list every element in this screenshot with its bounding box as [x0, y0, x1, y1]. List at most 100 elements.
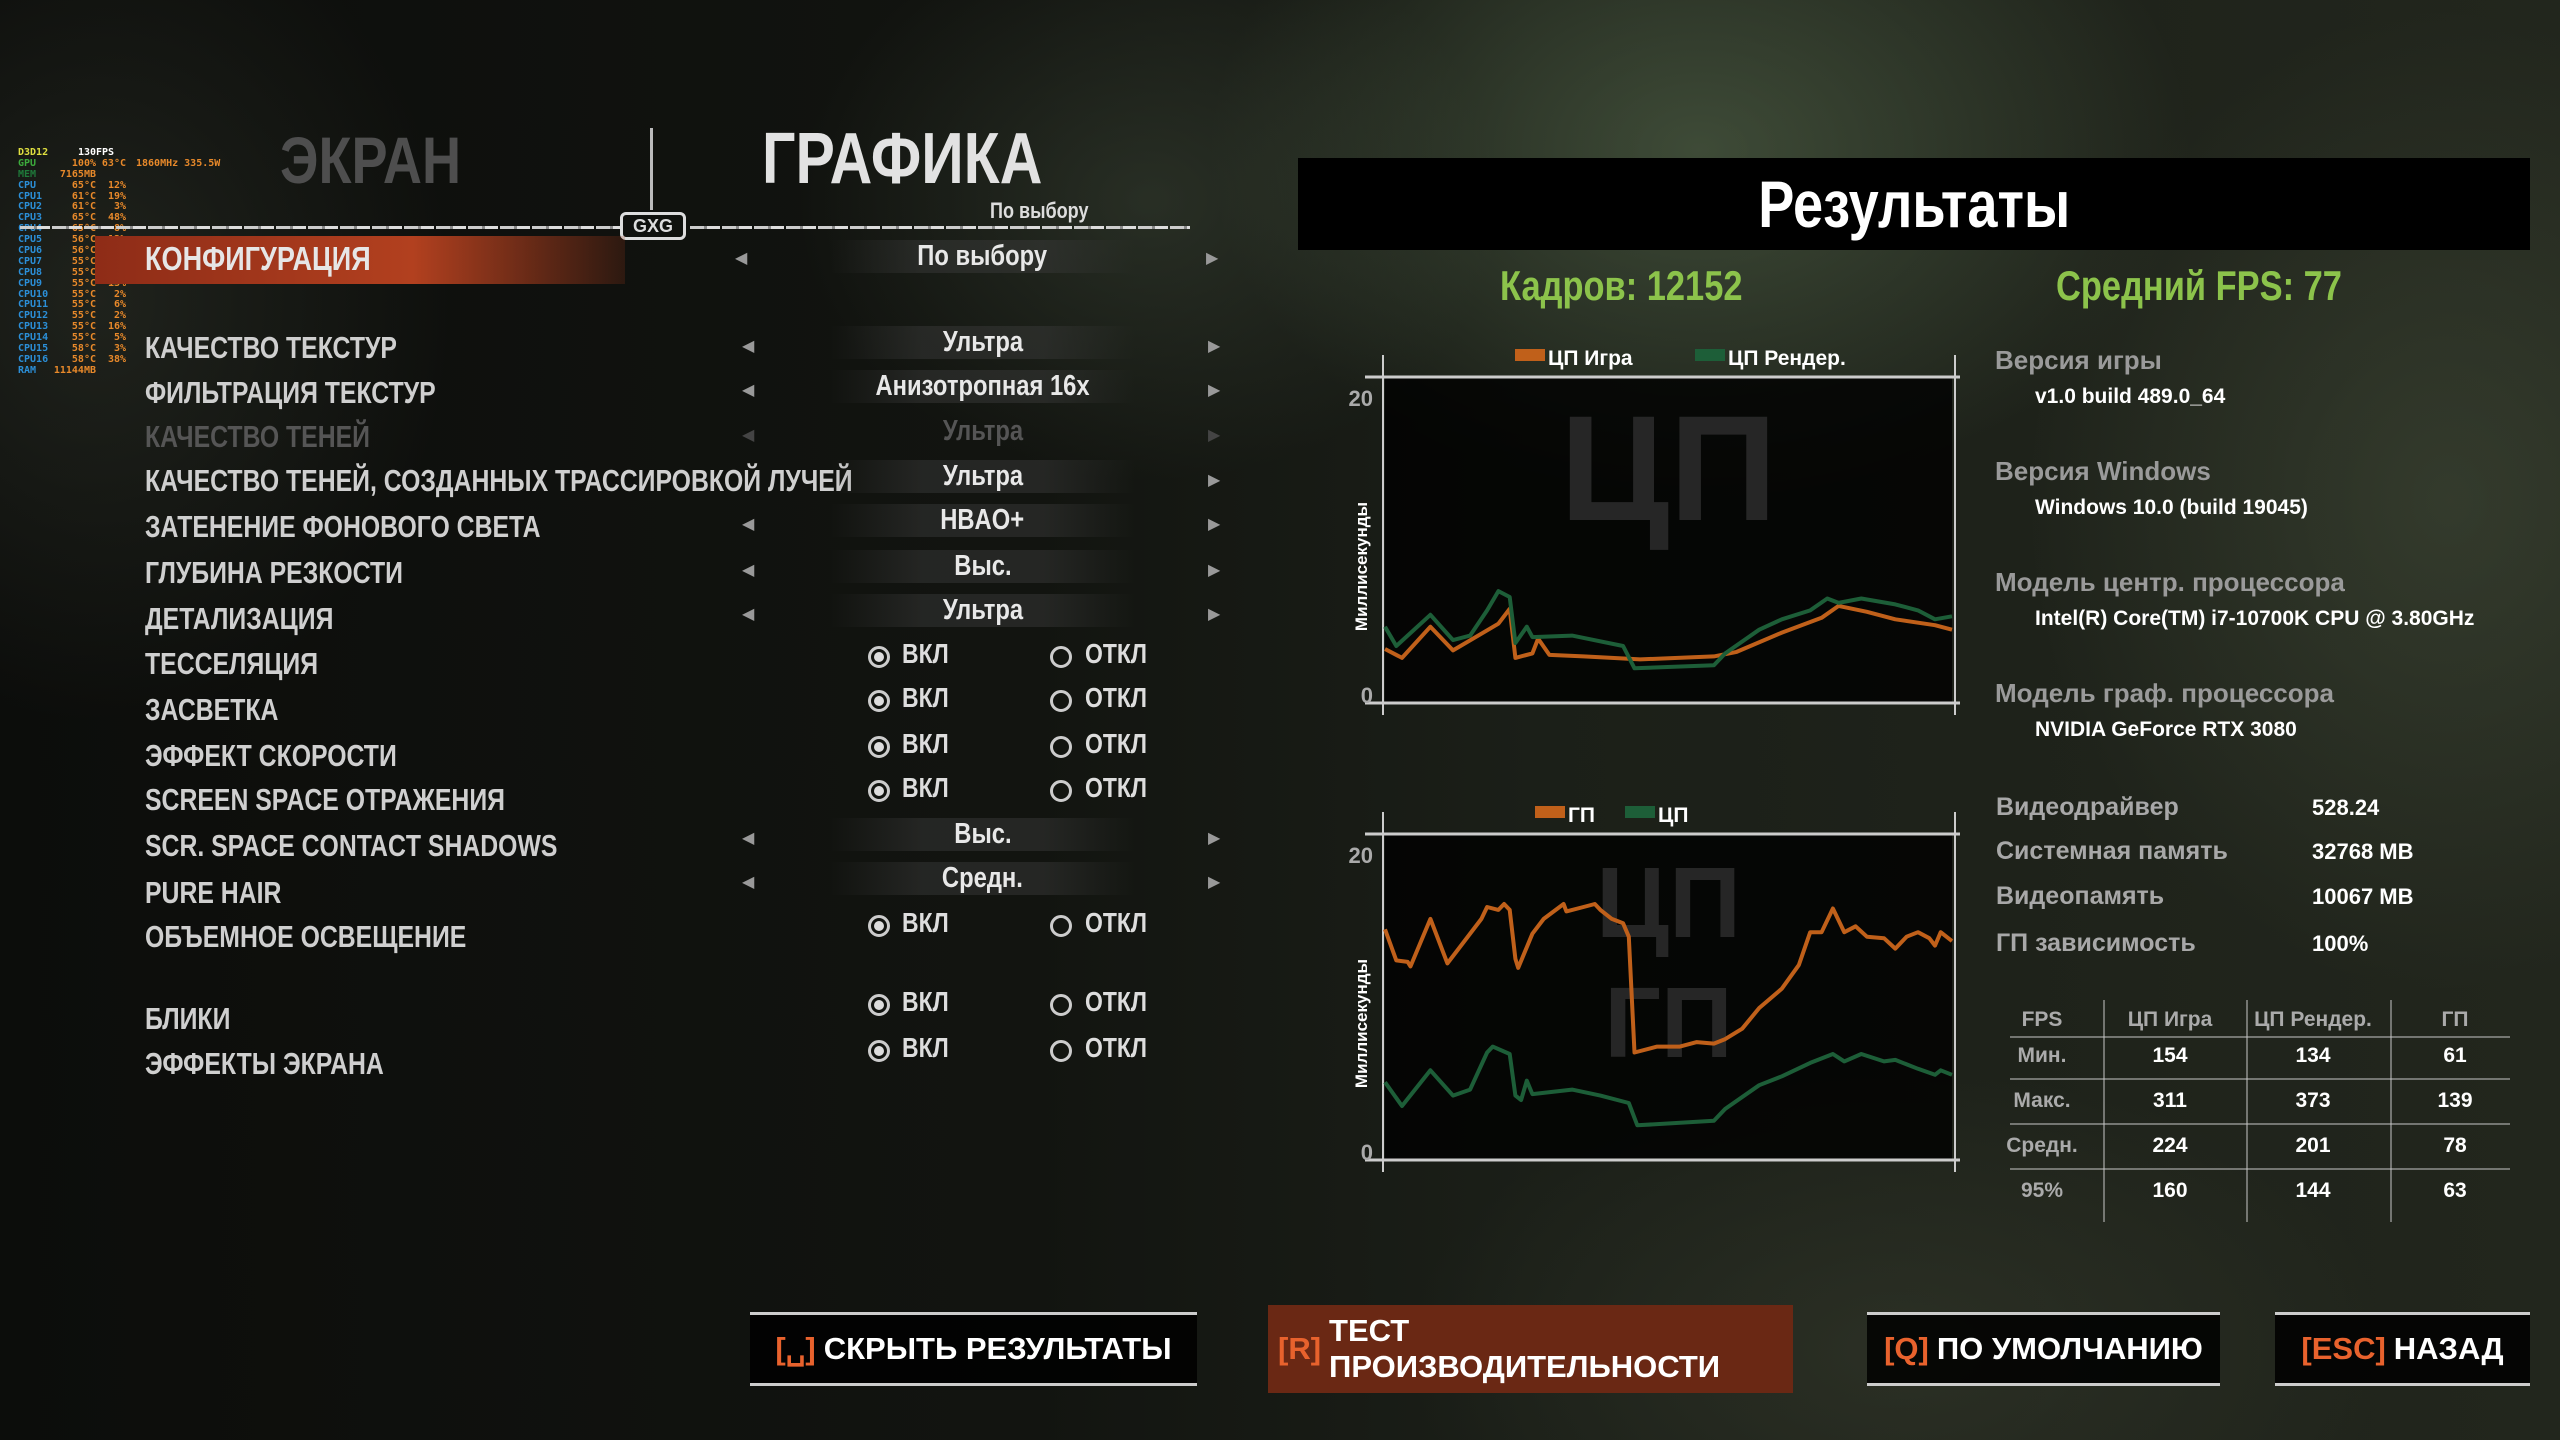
table-cell: 160 [2152, 1179, 2188, 1202]
next-arrow-icon[interactable]: ▶ [1208, 562, 1221, 579]
osd-key: CPU2 [18, 201, 43, 213]
config-value[interactable]: По выбору [830, 240, 1135, 273]
table-cell: 95% [2020, 1179, 2064, 1202]
radio-off[interactable] [1050, 1040, 1072, 1062]
prev-arrow-icon[interactable]: ◀ [742, 562, 755, 579]
radio-off[interactable] [1050, 736, 1072, 758]
osd-value: 130 [77, 147, 96, 158]
button-defaults[interactable]: [Q] ПО УМОЛЧАНИЮ [1867, 1312, 2220, 1386]
osd-key: RAM [18, 364, 37, 376]
osd-value-2: 2% [113, 310, 126, 322]
label: ВКЛ [902, 638, 949, 669]
series-line-ГП [1383, 902, 1954, 1055]
label: ВКЛ [902, 907, 949, 938]
spec-label: ГП зависимость [1996, 929, 2196, 957]
setting-label-text: ЭФФЕКТ СКОРОСТИ [145, 738, 397, 773]
next-arrow-icon[interactable]: ▶ [1208, 606, 1221, 623]
label: ВКЛ [902, 728, 949, 759]
setting-label-text: ДЕТАЛИЗАЦИЯ [145, 601, 334, 636]
config-next-arrow-icon[interactable]: ▶ [1206, 250, 1219, 267]
radio-on[interactable] [868, 780, 890, 802]
radio-off[interactable] [1050, 780, 1072, 802]
radio-on[interactable] [868, 690, 890, 712]
tab-graphics[interactable]: ГРАФИКА [762, 119, 1043, 199]
label: ОТКЛ [1085, 907, 1148, 938]
prev-arrow-icon[interactable]: ◀ [742, 874, 755, 891]
setting-value-selector[interactable]: HBAO+ [830, 504, 1135, 537]
config-row-highlight[interactable] [95, 236, 625, 284]
radio-on[interactable] [868, 1040, 890, 1062]
osd-row: CPU16 58°C 38% [18, 354, 220, 366]
osd-row: CPU2 61°C 3% [18, 202, 220, 213]
setting-value-selector[interactable]: Средн. [830, 862, 1135, 895]
setting-value-selector[interactable]: Ультра [830, 460, 1135, 493]
plot-background [1385, 377, 1952, 703]
button-back[interactable]: [ESC] НАЗАД [2275, 1312, 2530, 1386]
next-arrow-icon[interactable]: ▶ [1208, 874, 1221, 891]
label: ОТКЛ [1085, 772, 1148, 803]
button-label: НАЗАД [2393, 1331, 2504, 1366]
prev-arrow-icon[interactable]: ◀ [742, 606, 755, 623]
radio-off[interactable] [1050, 994, 1072, 1016]
next-arrow-icon[interactable]: ▶ [1208, 516, 1221, 533]
osd-key: MEM [18, 168, 37, 180]
config-prev-arrow-icon[interactable]: ◀ [735, 250, 748, 267]
osd-value-2: 3% [113, 343, 126, 355]
prev-arrow-icon[interactable]: ◀ [742, 516, 755, 533]
tab-screen[interactable]: ЭКРАН [280, 123, 462, 197]
y-tick-label: 20 [1349, 386, 1373, 411]
osd-row: CPU10 55°C 2% [18, 288, 220, 301]
prev-arrow-icon[interactable]: ◀ [742, 382, 755, 399]
table-cell: 201 [2295, 1134, 2331, 1157]
osd-value-2: 5% [113, 332, 126, 344]
radio-off[interactable] [1050, 646, 1072, 668]
info-value: NVIDIA GeForce RTX 3080 [2035, 718, 2297, 741]
button-benchmark[interactable]: [R] ТЕСТ ПРОИЗВОДИТЕЛЬНОСТИ [1268, 1305, 1793, 1393]
setting-value-selector[interactable]: Анизотропная 16x [830, 370, 1135, 403]
radio-off[interactable] [1050, 690, 1072, 712]
label: ВКЛ [902, 682, 949, 713]
setting-value: Ультра [942, 594, 1023, 626]
radio-on[interactable] [868, 994, 890, 1016]
radio-on[interactable] [868, 915, 890, 937]
setting-value: Выс. [953, 818, 1012, 850]
osd-value: 55°C [71, 255, 96, 267]
osd-key: CPU10 [18, 288, 49, 300]
radio-off-label: ОТКЛ [1085, 682, 1161, 714]
key-hint: [R] [1278, 1331, 1322, 1366]
table-cell: 224 [2152, 1134, 2188, 1157]
osd-value: 55°C [71, 266, 96, 278]
radio-off[interactable] [1050, 915, 1072, 937]
radio-off-label: ОТКЛ [1085, 907, 1161, 939]
osd-value: 55°C [71, 299, 96, 311]
setting-value-selector[interactable]: Ультра [830, 326, 1135, 359]
prev-arrow-icon[interactable]: ◀ [742, 830, 755, 847]
osd-value: 55°C [71, 321, 96, 333]
next-arrow-icon[interactable]: ▶ [1208, 830, 1221, 847]
osd-value: 7165MB [59, 168, 96, 180]
next-arrow-icon[interactable]: ▶ [1208, 338, 1221, 355]
osd-key: CPU6 [18, 245, 43, 257]
radio-off-label: ОТКЛ [1085, 986, 1161, 1018]
setting-value-selector[interactable]: Ультра [830, 594, 1135, 627]
setting-value-selector[interactable]: Выс. [830, 550, 1135, 583]
osd-value: 100% [71, 157, 96, 169]
info-value: v1.0 build 489.0_64 [2035, 385, 2226, 408]
radio-on[interactable] [868, 646, 890, 668]
prev-arrow-icon[interactable]: ◀ [742, 338, 755, 355]
button-inner: [ESC] НАЗАД [2291, 1323, 2513, 1375]
table-cell: Макс. [2013, 1089, 2071, 1112]
osd-key: CPU7 [18, 255, 43, 267]
header-divider [20, 226, 620, 229]
osd-row: CPU12 55°C 2% [18, 310, 220, 322]
table-cell: Средн. [2006, 1134, 2078, 1157]
next-arrow-icon[interactable]: ▶ [1208, 382, 1221, 399]
table-cell: 134 [2295, 1044, 2331, 1067]
next-arrow-icon[interactable]: ▶ [1208, 472, 1221, 489]
osd-row: D3D12 130FPS [18, 147, 220, 159]
setting-value-selector[interactable]: Выс. [830, 818, 1135, 851]
button-hide-results[interactable]: [␣] СКРЫТЬ РЕЗУЛЬТАТЫ [750, 1312, 1197, 1386]
radio-on[interactable] [868, 736, 890, 758]
table-row-divider [2010, 1036, 2510, 1038]
osd-row: MEM 7165MB [18, 168, 220, 181]
